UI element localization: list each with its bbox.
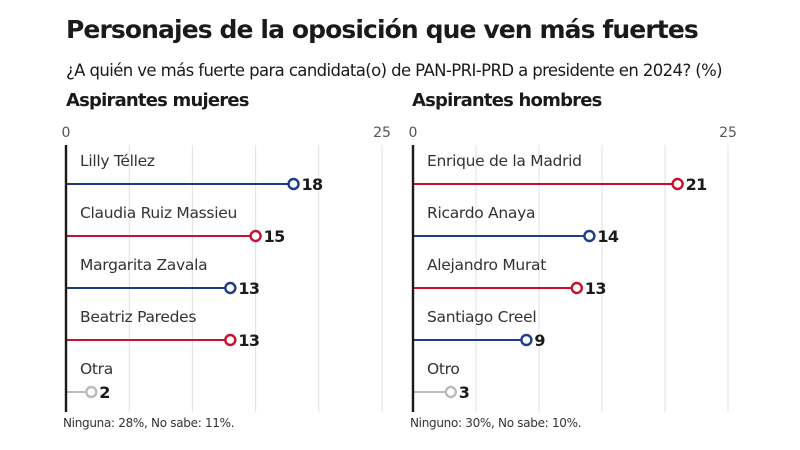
category-label: Enrique de la Madrid — [427, 152, 582, 170]
category-label: Alejandro Murat — [427, 256, 546, 274]
chart-title: Personajes de la oposición que ven más f… — [66, 15, 699, 44]
value-label: 13 — [585, 279, 606, 298]
tick-label-max: 25 — [719, 125, 737, 141]
footnote: Ninguna: 28%, No sabe: 11%. — [63, 416, 234, 430]
value-label: 3 — [459, 383, 470, 402]
lollipop-dot — [224, 333, 237, 347]
category-label: Otra — [80, 360, 113, 378]
lollipop-dot — [520, 333, 533, 347]
category-label: Ricardo Anaya — [427, 204, 535, 222]
value-label: 13 — [238, 279, 259, 298]
value-label: 14 — [597, 227, 619, 246]
category-label: Santiago Creel — [427, 308, 536, 326]
category-label: Lilly Téllez — [80, 152, 155, 170]
lollipop-dot — [671, 177, 684, 191]
lollipop-dot — [249, 229, 262, 243]
lollipop-dot — [224, 281, 237, 295]
value-label: 9 — [534, 331, 545, 350]
lollipop-dot — [287, 177, 300, 191]
category-label: Claudia Ruiz Massieu — [80, 204, 237, 222]
value-label: 18 — [302, 175, 324, 194]
tick-label-max: 25 — [373, 125, 391, 141]
panel-title-women: Aspirantes mujeres — [66, 90, 249, 111]
category-label: Margarita Zavala — [80, 256, 207, 274]
category-label: Otro — [427, 360, 460, 378]
panel-title-men: Aspirantes hombres — [412, 90, 602, 111]
value-label: 21 — [686, 175, 708, 194]
lollipop-dot — [570, 281, 583, 295]
lollipop-dot — [85, 385, 98, 399]
chart-subtitle: ¿A quién ve más fuerte para candidata(o)… — [66, 61, 723, 80]
footnote: Ninguno: 30%, No sabe: 10%. — [410, 416, 581, 430]
value-label: 15 — [264, 227, 286, 246]
value-label: 13 — [238, 331, 259, 350]
tick-label-min: 0 — [409, 125, 418, 141]
tick-label-min: 0 — [62, 125, 71, 141]
lollipop-dot — [583, 229, 596, 243]
value-label: 2 — [99, 383, 110, 402]
lollipop-dot — [444, 385, 457, 399]
category-label: Beatriz Paredes — [80, 308, 196, 326]
